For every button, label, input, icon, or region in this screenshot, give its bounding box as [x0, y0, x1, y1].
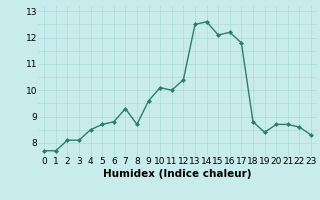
X-axis label: Humidex (Indice chaleur): Humidex (Indice chaleur) — [103, 169, 252, 179]
